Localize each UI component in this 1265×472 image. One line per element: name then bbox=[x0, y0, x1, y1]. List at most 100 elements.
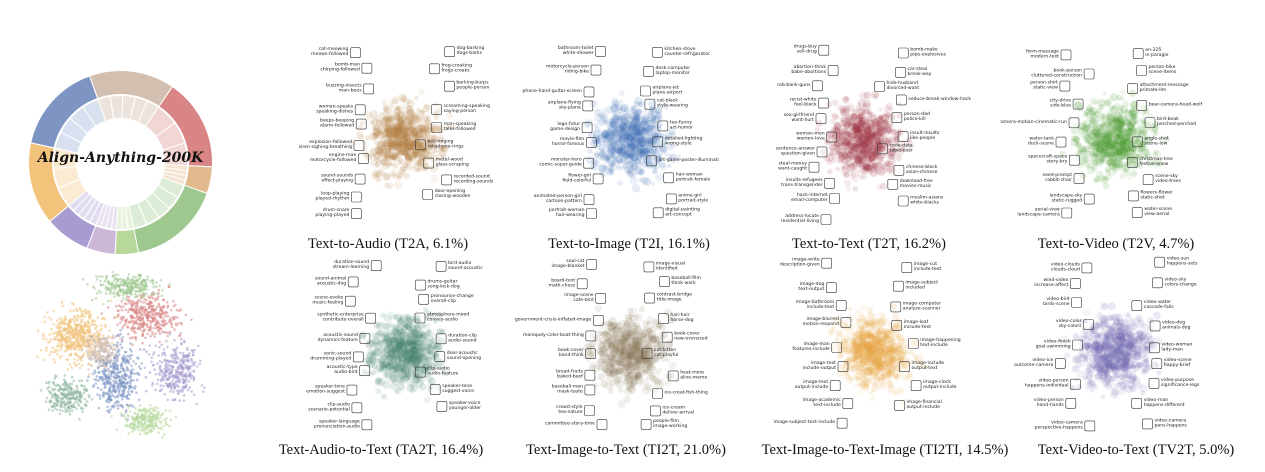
scatter-point bbox=[143, 417, 147, 420]
scatter-point bbox=[95, 292, 99, 295]
cluster-point bbox=[420, 124, 429, 133]
cluster-point bbox=[395, 134, 404, 142]
cluster-point bbox=[388, 140, 395, 147]
cluster-point bbox=[611, 118, 619, 125]
cluster-point bbox=[629, 176, 638, 185]
cluster-point bbox=[423, 147, 431, 155]
cluster-point bbox=[623, 153, 630, 160]
scatter-point bbox=[130, 371, 134, 374]
cluster-point bbox=[645, 156, 654, 165]
cluster-point bbox=[616, 165, 623, 172]
cluster-point bbox=[404, 153, 413, 162]
cluster-point bbox=[599, 169, 608, 178]
scatter-point bbox=[157, 419, 161, 423]
cluster-point bbox=[609, 120, 618, 129]
cluster-point bbox=[634, 166, 643, 175]
scatter-point bbox=[149, 310, 153, 314]
cluster-point bbox=[624, 154, 631, 160]
cluster-point bbox=[623, 134, 630, 141]
scatter-point bbox=[127, 321, 131, 324]
scatter-point bbox=[42, 358, 46, 361]
cluster-point bbox=[402, 130, 409, 137]
scatter-point bbox=[97, 344, 100, 347]
cluster-point bbox=[427, 139, 433, 145]
cluster-box bbox=[808, 161, 820, 173]
scatter-point bbox=[99, 347, 102, 351]
cluster-point bbox=[619, 132, 626, 139]
scatter-point bbox=[171, 374, 174, 378]
cluster-point bbox=[436, 106, 443, 113]
cluster-point bbox=[639, 136, 646, 143]
cluster-label: email-computer bbox=[791, 197, 828, 203]
scatter-point bbox=[130, 293, 133, 296]
cluster-point bbox=[375, 119, 384, 127]
cluster-point bbox=[635, 153, 642, 161]
scatter-point bbox=[150, 292, 154, 296]
cluster-point bbox=[418, 127, 427, 136]
cluster-point bbox=[610, 97, 619, 106]
scatter-point bbox=[163, 351, 166, 355]
cluster-point bbox=[393, 145, 401, 153]
cluster-point bbox=[630, 136, 636, 142]
scatter-point bbox=[149, 335, 152, 338]
cluster-point bbox=[398, 123, 407, 133]
scatter-point bbox=[77, 355, 81, 359]
scatter-point bbox=[121, 305, 125, 308]
cluster-point bbox=[377, 140, 386, 149]
scatter-point bbox=[110, 287, 114, 290]
cluster-point bbox=[616, 129, 621, 135]
scatter-point bbox=[149, 279, 152, 283]
cluster-point bbox=[635, 158, 642, 166]
scatter-point bbox=[78, 366, 82, 370]
cluster-label: people-person bbox=[456, 85, 489, 91]
scatter-point bbox=[163, 393, 167, 396]
cluster-point bbox=[378, 123, 385, 130]
cluster-point bbox=[406, 142, 414, 150]
scatter-point bbox=[103, 355, 106, 359]
scatter-point bbox=[182, 361, 185, 365]
cluster-point bbox=[659, 163, 667, 171]
scatter-point bbox=[58, 317, 61, 320]
cluster-point bbox=[661, 149, 667, 155]
cluster-point bbox=[431, 124, 441, 134]
scatter-point bbox=[121, 358, 125, 361]
cluster-point bbox=[633, 114, 641, 122]
scatter-point bbox=[84, 309, 88, 312]
cluster-point bbox=[653, 139, 661, 147]
cluster-point bbox=[640, 136, 647, 144]
scatter-point bbox=[181, 377, 185, 381]
scatter-point bbox=[117, 304, 121, 307]
scatter-point bbox=[132, 425, 136, 429]
scatter-point bbox=[124, 320, 128, 323]
scatter-point bbox=[91, 298, 94, 302]
cluster-label: wrong-style bbox=[665, 140, 692, 146]
cluster-point bbox=[627, 140, 634, 147]
scatter-point bbox=[78, 345, 82, 349]
scatter-point bbox=[130, 364, 133, 368]
cluster-label: divorced-want bbox=[887, 85, 920, 91]
scatter-point bbox=[117, 401, 120, 404]
cluster-point bbox=[878, 165, 888, 175]
scatter-point bbox=[121, 336, 125, 339]
cluster-point bbox=[394, 143, 402, 152]
cluster-point bbox=[636, 138, 643, 145]
cluster-point bbox=[388, 115, 396, 123]
cluster-point bbox=[427, 134, 433, 141]
cluster-point bbox=[401, 97, 410, 106]
cluster-point bbox=[396, 142, 403, 149]
scatter-point bbox=[56, 345, 59, 348]
scatter-point bbox=[180, 359, 183, 363]
scatter-point bbox=[152, 427, 156, 430]
cluster-point bbox=[419, 124, 427, 133]
cluster-point bbox=[866, 134, 872, 140]
cluster-point bbox=[631, 145, 638, 151]
scatter-point bbox=[105, 285, 108, 288]
cluster-point bbox=[376, 129, 381, 134]
scatter-point bbox=[136, 419, 140, 423]
cluster-point bbox=[612, 140, 618, 145]
cluster-point bbox=[409, 145, 415, 151]
scatter-point bbox=[122, 283, 125, 286]
cluster-label: plane-airport bbox=[653, 90, 683, 96]
scatter-point bbox=[154, 344, 157, 348]
scatter-point bbox=[78, 395, 82, 399]
